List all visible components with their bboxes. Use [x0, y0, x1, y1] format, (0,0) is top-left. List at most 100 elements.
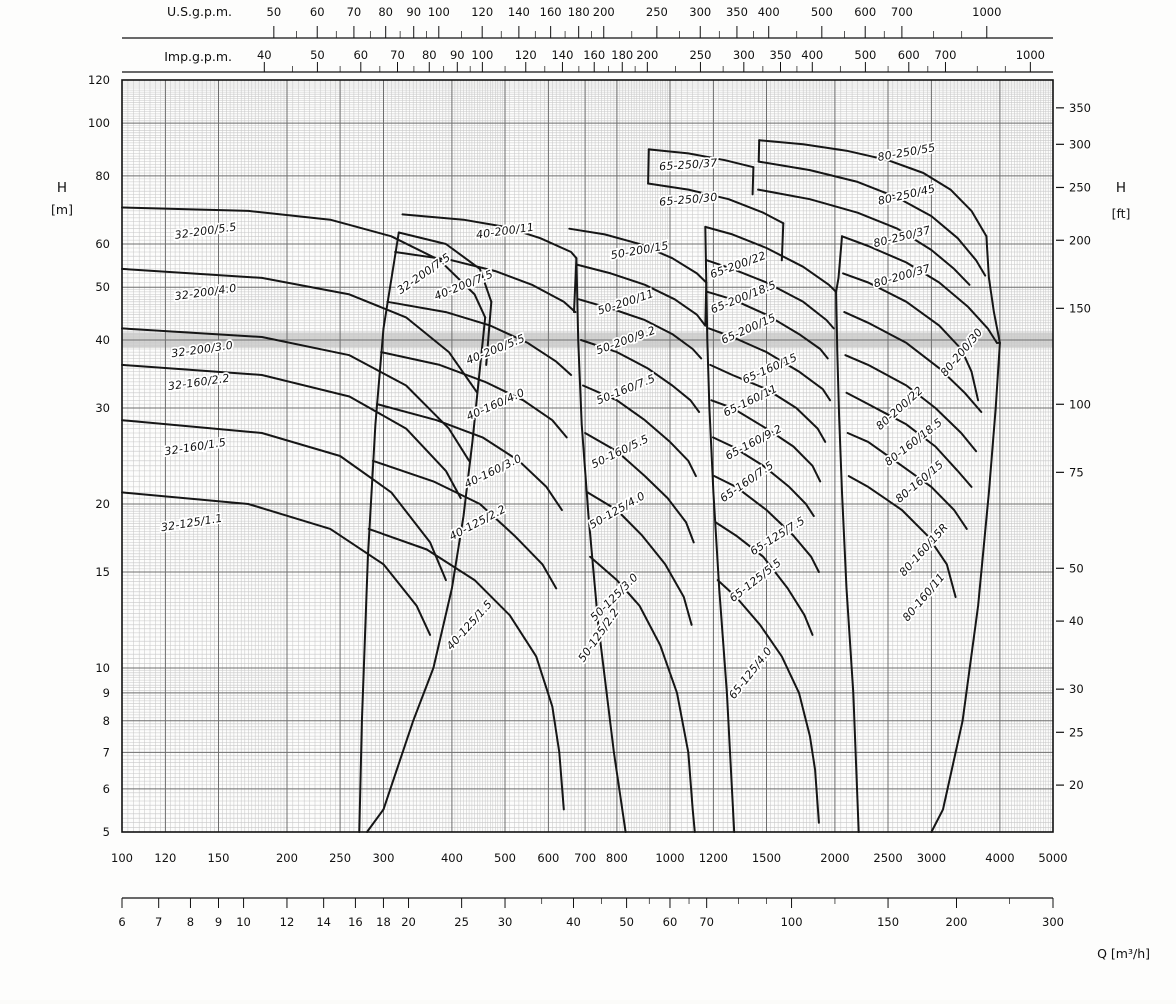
curve-label-65-250/30: 65-250/30	[657, 189, 720, 211]
us-gpm-tick-label: 500	[811, 5, 833, 19]
head-ft-tick-label: 30	[1069, 682, 1084, 696]
curve-65-200/18.5	[705, 259, 835, 330]
boundary-edge-32-200-7.5-right	[485, 300, 493, 366]
lmin-tick-label: 5000	[1038, 851, 1067, 865]
m3h-tick-label: 8	[187, 915, 194, 929]
us-gpm-axis-title: U.S.g.p.m.	[167, 4, 232, 19]
lmin-tick-label: 250	[329, 851, 351, 865]
boundary-edge-65-200-22-left	[704, 225, 708, 284]
m3h-tick-label: 60	[663, 915, 678, 929]
imp-gpm-tick-label: 140	[551, 48, 573, 62]
curve-label-65-200/18.5: 65-200/18.5	[707, 276, 780, 318]
imp-gpm-tick-label: 120	[515, 48, 537, 62]
curve-50-200/11	[575, 263, 707, 327]
curve-label-text: 80-160/15R	[897, 521, 951, 579]
boundary-edge-80-250-left	[757, 139, 761, 163]
imp-gpm-tick-label: 160	[583, 48, 605, 62]
us-gpm-tick-label: 400	[758, 5, 780, 19]
curve-label-text: 80-160/11	[900, 571, 948, 624]
curve-label-32-200/5.5: 32-200/5.5	[172, 219, 239, 244]
curve-label-65-200/22: 65-200/22	[707, 247, 770, 283]
us-gpm-tick-label: 600	[854, 5, 876, 19]
m3h-tick-label: 20	[401, 915, 416, 929]
curve-label-65-250/37: 65-250/37	[657, 155, 720, 176]
boundary-limit-40-right	[575, 257, 627, 833]
head-ft-tick-label: 300	[1069, 137, 1091, 151]
lmin-tick-label: 1000	[655, 851, 684, 865]
curve-50-125/2.2	[589, 555, 696, 833]
head-m-tick-label: 100	[88, 116, 110, 130]
curve-32-160/1.5	[121, 419, 447, 582]
us-gpm-tick-label: 1000	[972, 5, 1001, 19]
us-gpm-tick-label: 80	[378, 5, 393, 19]
boundary-limit-65-right	[835, 290, 860, 833]
imp-gpm-tick-label: 400	[801, 48, 823, 62]
imp-gpm-tick-label: 1000	[1016, 48, 1045, 62]
curve-40-125/1.5	[367, 527, 565, 811]
us-gpm-tick-label: 140	[508, 5, 530, 19]
lmin-tick-label: 120	[154, 851, 176, 865]
imp-gpm-tick-label: 50	[310, 48, 325, 62]
lmin-tick-label: 200	[276, 851, 298, 865]
head-m-tick-label: 15	[95, 565, 110, 579]
lmin-tick-label: 800	[606, 851, 628, 865]
head-m-tick-label: 80	[95, 169, 110, 183]
us-gpm-tick-label: 60	[310, 5, 325, 19]
boundary-edge-50-200-15-right	[704, 281, 708, 327]
m3h-tick-label: 25	[454, 915, 469, 929]
us-gpm-tick-label: 300	[689, 5, 711, 19]
curve-80-160/11	[847, 475, 957, 598]
boundary-edge-40-200-11-right	[573, 257, 578, 314]
boundary-edge-65-250-left	[647, 148, 650, 185]
imp-gpm-tick-label: 250	[689, 48, 711, 62]
curve-32-125/1.1	[121, 491, 432, 636]
curve-65-200/15	[706, 290, 829, 360]
curve-label-65-125/5.5: 65-125/5.5	[725, 554, 785, 606]
curve-40-200/5.5	[386, 300, 573, 376]
imp-gpm-tick-label: 300	[733, 48, 755, 62]
us-gpm-tick-label: 180	[568, 5, 590, 19]
m3h-tick-label: 300	[1042, 915, 1064, 929]
imp-gpm-tick-label: 80	[422, 48, 437, 62]
m3h-tick-label: 14	[316, 915, 331, 929]
curve-80-160/15	[845, 391, 973, 488]
curve-50-125/3.0	[586, 491, 693, 626]
head-ft-axis-unit: [ft]	[1112, 206, 1131, 221]
curve-label-text: 65-200/18.5	[709, 278, 778, 316]
head-ft-axis-title: H	[1116, 180, 1126, 196]
curve-label-text: 32-160/1.5	[164, 436, 227, 459]
m3h-tick-label: 200	[946, 915, 968, 929]
plot-border	[121, 79, 1054, 833]
head-ft-tick-label: 350	[1069, 101, 1091, 115]
head-m-tick-label: 10	[95, 661, 110, 675]
curve-80-160/18.5	[844, 354, 978, 453]
us-gpm-tick-label: 700	[891, 5, 913, 19]
us-gpm-tick-label: 70	[347, 5, 362, 19]
curve-80-250/37	[757, 188, 971, 286]
us-gpm-tick-label: 120	[471, 5, 493, 19]
head-m-tick-label: 40	[95, 333, 110, 347]
curve-32-200/5.5	[121, 206, 487, 319]
imp-gpm-tick-label: 500	[854, 48, 876, 62]
m3h-tick-label: 12	[280, 915, 295, 929]
us-gpm-tick-label: 50	[267, 5, 282, 19]
m3h-tick-label: 18	[376, 915, 391, 929]
flow-axis-title: Q [m³/h]	[1097, 946, 1150, 961]
imp-gpm-tick-label: 700	[934, 48, 956, 62]
curve-80-250/45	[757, 160, 987, 277]
curve-65-125/4.0	[716, 579, 820, 824]
curve-40-200/7.5	[394, 251, 577, 314]
boundary-edge-65-250-30-right	[780, 222, 785, 262]
curve-label-text: 65-160/15	[740, 351, 799, 387]
curve-50-125/4.0	[584, 432, 695, 544]
curve-50-160/7.5	[580, 339, 701, 413]
curve-80-200/22	[843, 311, 983, 413]
imp-gpm-tick-label: 70	[390, 48, 405, 62]
head-m-tick-label: 30	[95, 401, 110, 415]
curve-65-125/7.5	[713, 475, 820, 573]
m3h-tick-label: 10	[236, 915, 251, 929]
us-gpm-tick-label: 160	[540, 5, 562, 19]
curve-40-125/2.2	[371, 459, 558, 590]
